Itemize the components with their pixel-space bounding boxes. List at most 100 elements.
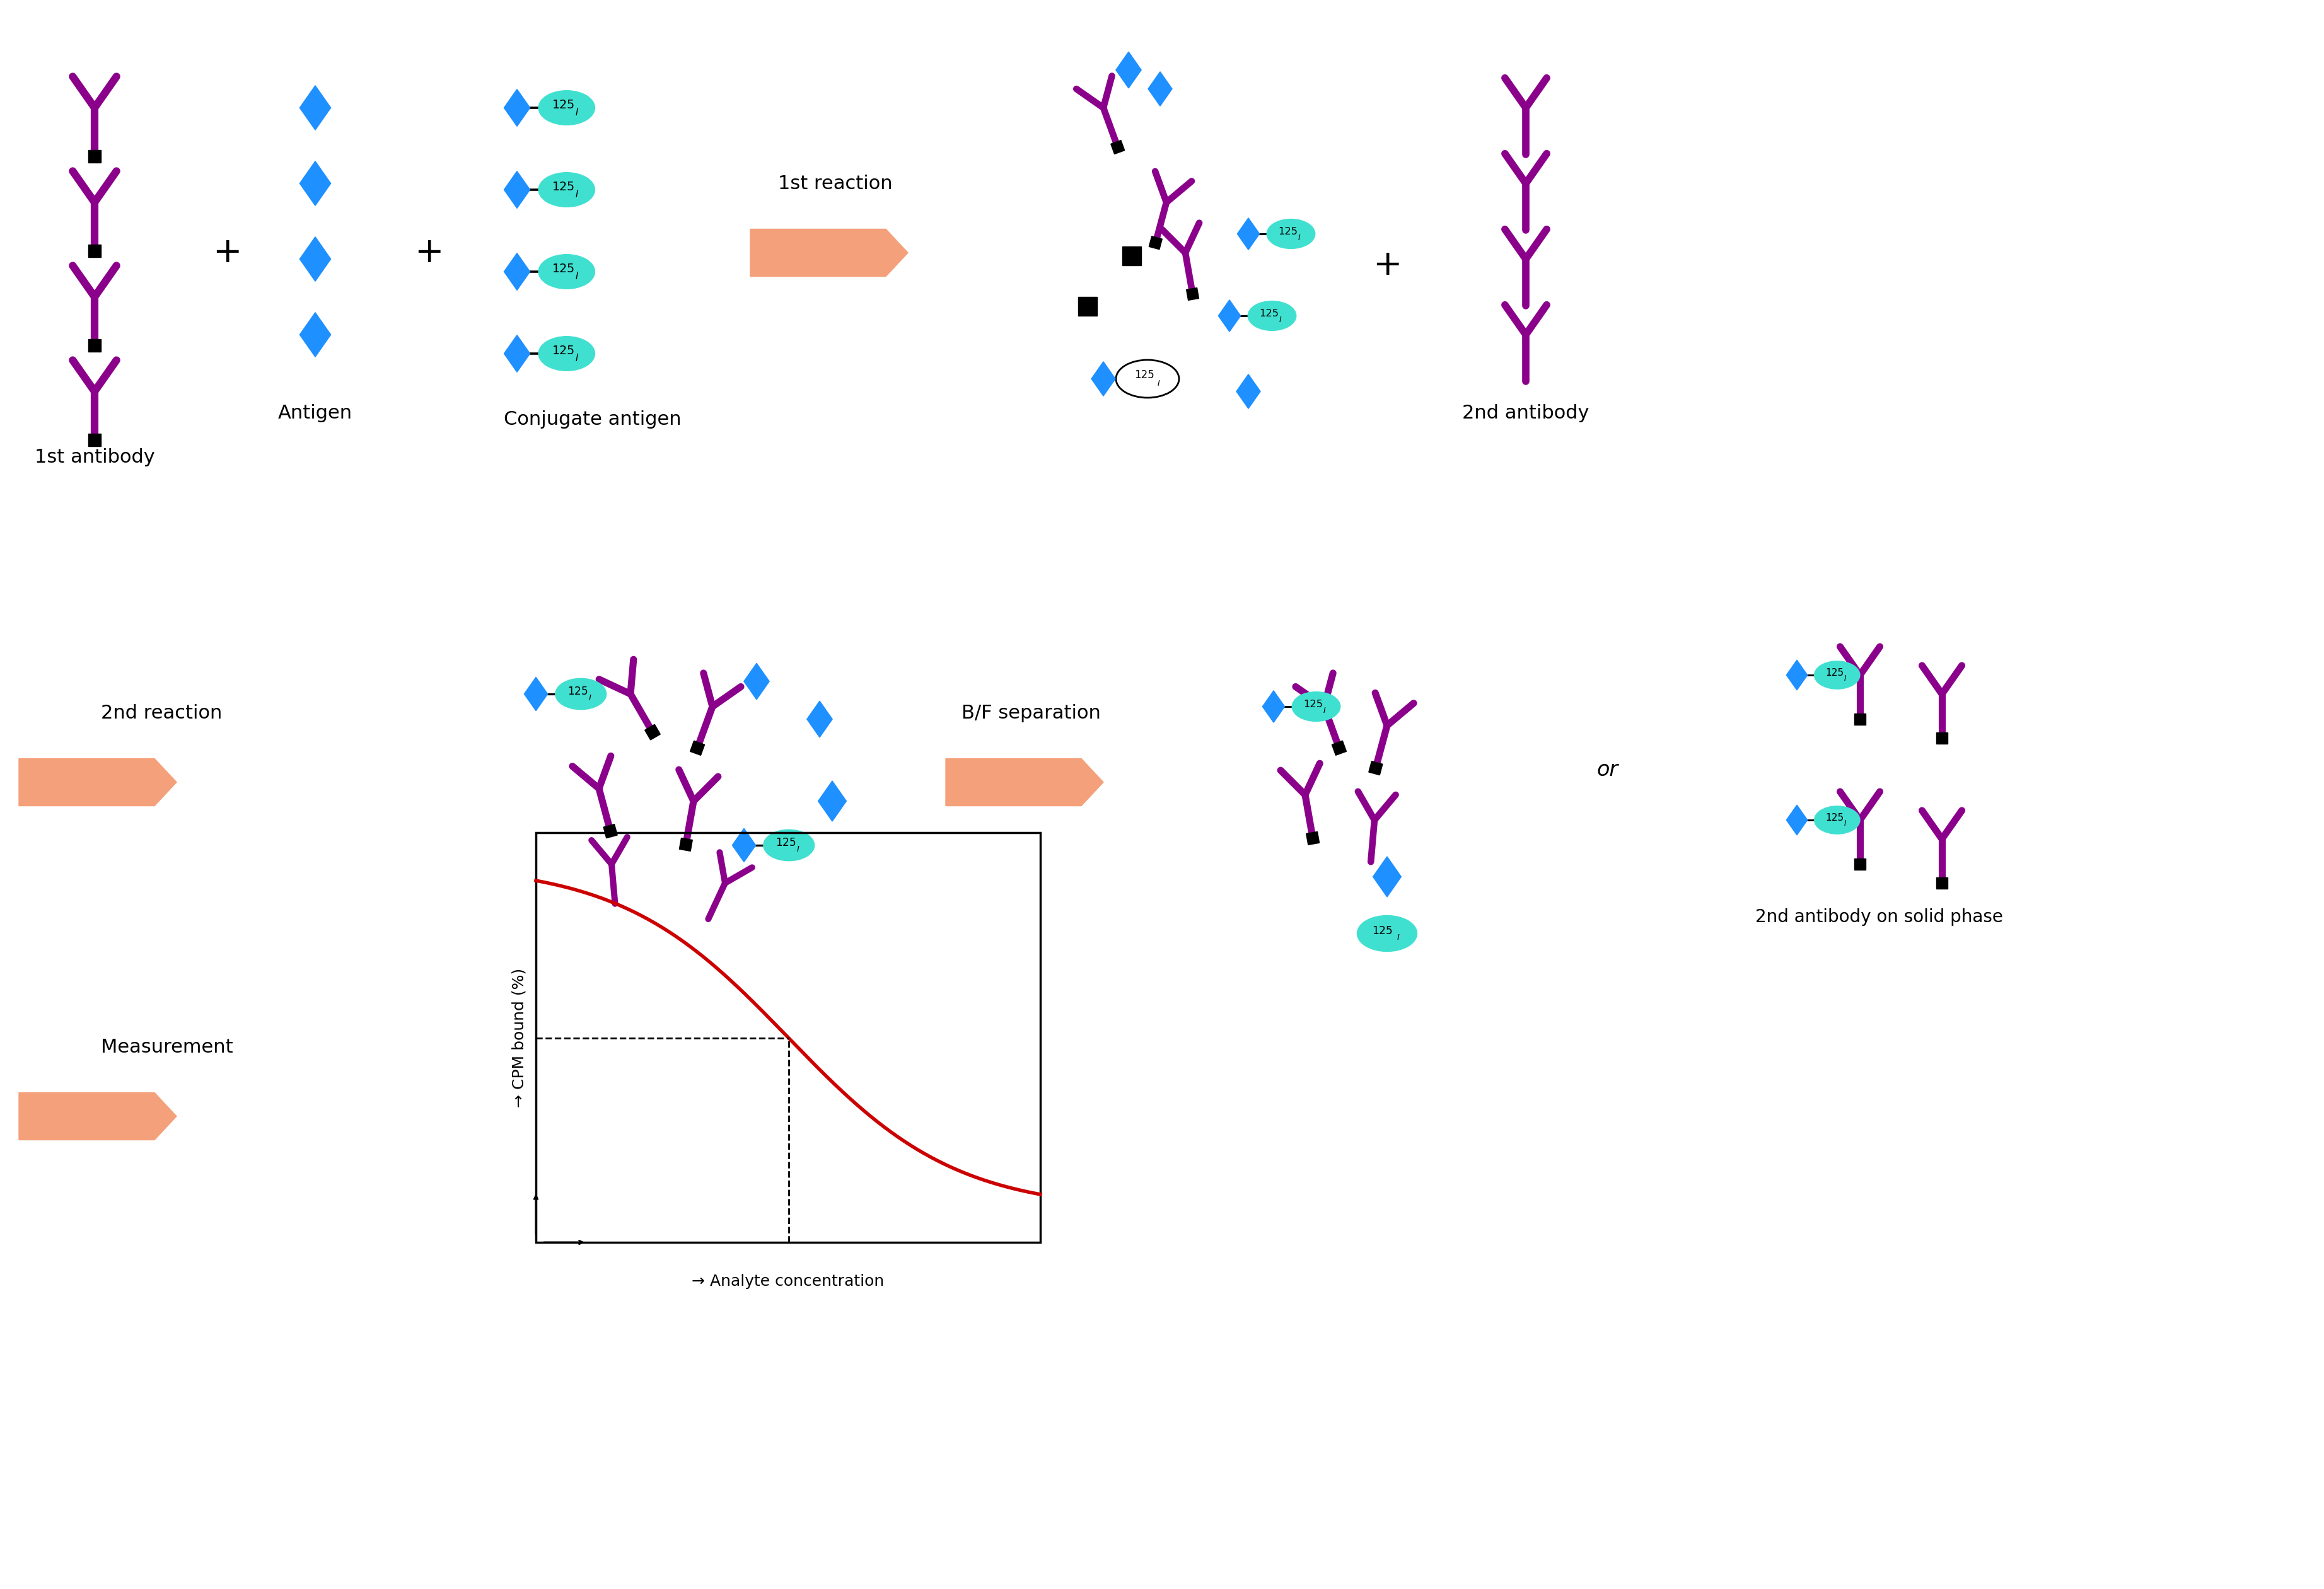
Ellipse shape [1357,915,1418,952]
Text: Measurement: Measurement [100,1038,232,1057]
Bar [644,725,660,740]
Polygon shape [732,828,755,861]
Polygon shape [1262,691,1285,723]
Polygon shape [744,663,769,699]
Ellipse shape [1267,219,1315,248]
Ellipse shape [539,173,595,207]
Text: 125: 125 [551,264,574,275]
Ellipse shape [1292,691,1341,721]
Bar [88,149,100,162]
Text: 125: 125 [1278,227,1297,237]
FancyArrow shape [751,229,909,276]
Bar [1855,713,1866,725]
Bar [88,434,100,447]
Bar [1122,246,1141,265]
Bar [1369,761,1383,775]
Polygon shape [523,677,548,710]
Bar [1111,140,1125,154]
Polygon shape [1116,52,1141,87]
Text: or: or [1597,760,1618,780]
Polygon shape [1785,806,1808,836]
Ellipse shape [555,679,607,710]
Text: 2nd antibody: 2nd antibody [1462,404,1590,423]
Polygon shape [806,701,832,737]
Ellipse shape [539,254,595,289]
Bar [1185,288,1199,300]
Ellipse shape [762,829,813,861]
Bar [1078,297,1097,316]
Text: 125: 125 [551,181,574,192]
Ellipse shape [1813,661,1859,690]
Polygon shape [818,780,846,822]
Text: 125: 125 [1134,369,1155,381]
Ellipse shape [1813,806,1859,834]
Text: I: I [1397,934,1399,942]
Text: I: I [1157,380,1160,388]
Bar [1936,877,1948,888]
Bar [604,825,618,837]
Text: I: I [574,353,579,362]
Bar [1306,831,1320,845]
Polygon shape [504,89,530,126]
Text: +: + [211,235,242,270]
Polygon shape [1090,362,1116,396]
Ellipse shape [539,337,595,370]
Polygon shape [300,86,330,130]
Polygon shape [1236,218,1260,249]
Polygon shape [1218,300,1241,332]
Text: 125: 125 [1371,925,1392,938]
Text: I: I [1322,707,1325,715]
Bar [88,338,100,351]
Text: 125: 125 [1260,308,1278,318]
Text: Antigen: Antigen [279,404,353,423]
Ellipse shape [1116,359,1178,397]
Polygon shape [504,253,530,291]
Text: I: I [574,272,579,281]
Text: I: I [574,189,579,199]
Bar [679,837,693,852]
Polygon shape [300,237,330,281]
Text: 2nd reaction: 2nd reaction [100,704,223,723]
Text: 125: 125 [1304,699,1322,709]
Text: → Analyte concentration: → Analyte concentration [693,1274,883,1289]
Text: 1st antibody: 1st antibody [35,448,156,467]
Ellipse shape [539,91,595,126]
Polygon shape [504,172,530,208]
FancyArrow shape [946,758,1104,806]
Polygon shape [1148,72,1171,106]
Polygon shape [300,160,330,205]
Text: I: I [574,108,579,118]
Text: → CPM bound (%): → CPM bound (%) [511,968,525,1108]
Polygon shape [1785,659,1808,690]
FancyArrow shape [19,758,177,806]
FancyArrow shape [19,1093,177,1139]
Text: +: + [1371,248,1401,283]
Text: Conjugate antigen: Conjugate antigen [504,410,681,429]
Polygon shape [300,313,330,358]
Bar [690,740,704,755]
Text: +: + [414,235,444,270]
Polygon shape [1236,375,1260,408]
Bar [1855,858,1866,869]
Text: I: I [588,694,590,702]
Text: 2nd antibody on solid phase: 2nd antibody on solid phase [1755,909,2003,926]
Bar [537,833,1041,1243]
Text: I: I [1278,316,1281,324]
Text: B/F separation: B/F separation [960,704,1099,723]
Text: 125: 125 [551,99,574,111]
Text: I: I [1297,234,1299,242]
Text: 1st reaction: 1st reaction [779,175,892,192]
Text: 125: 125 [1824,814,1843,823]
Bar [1148,237,1162,249]
Text: 125: 125 [567,686,588,698]
Bar [1936,733,1948,744]
Text: I: I [797,845,799,853]
Text: 125: 125 [1824,669,1843,677]
Bar [1332,740,1346,755]
Ellipse shape [1248,300,1297,331]
Text: 125: 125 [776,837,797,849]
Polygon shape [1373,856,1401,896]
Bar [88,245,100,257]
Polygon shape [504,335,530,372]
Text: 125: 125 [551,345,574,358]
